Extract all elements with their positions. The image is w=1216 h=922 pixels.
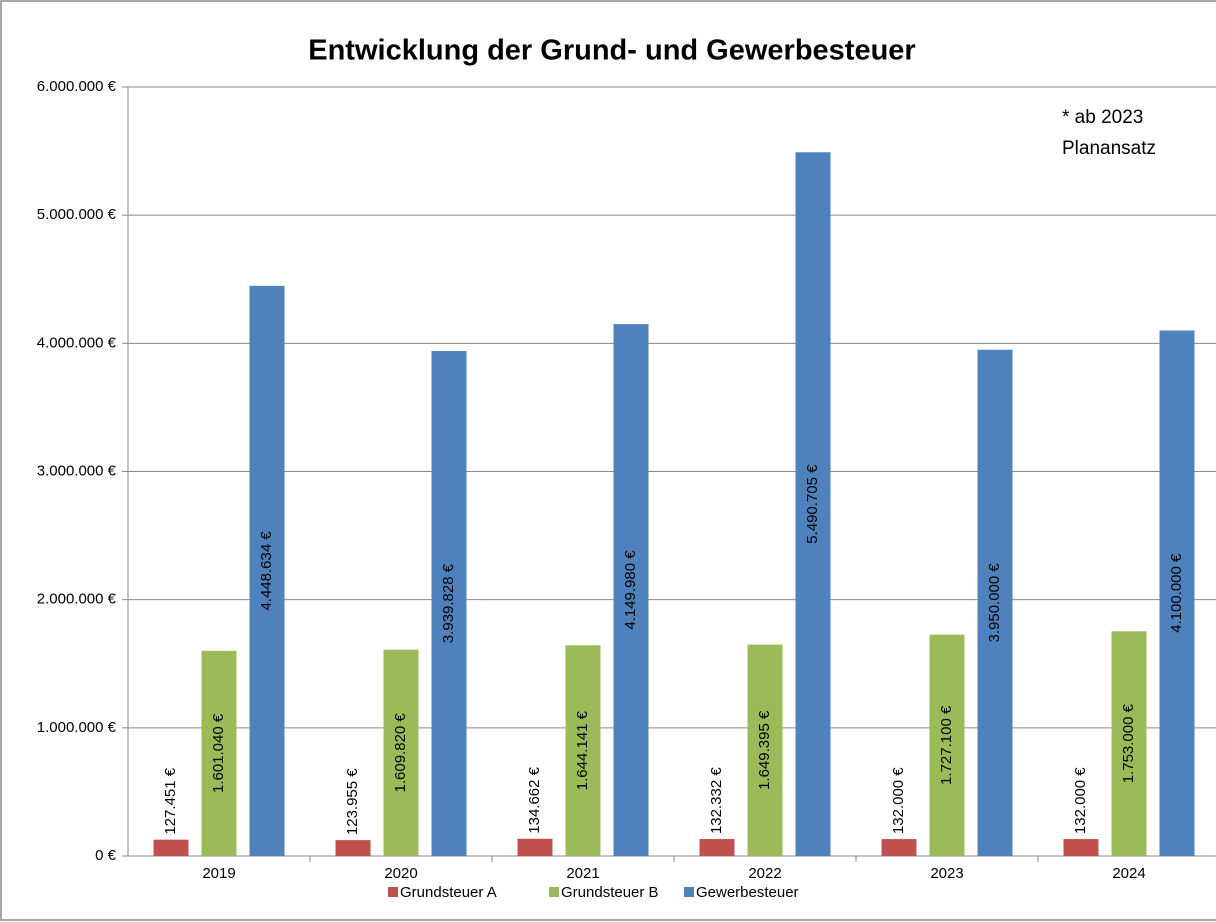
chart-title: Entwicklung der Grund- und Gewerbesteuer (308, 35, 915, 67)
x-tick-label: 2022 (748, 865, 781, 882)
value-label: 1.649.395 € (756, 710, 773, 790)
bar (881, 839, 917, 856)
legend-label: Gewerbesteuer (696, 884, 799, 901)
value-label: 3.950.000 € (986, 563, 1003, 643)
value-label: 1.753.000 € (1120, 703, 1137, 783)
value-label: 132.000 € (1072, 767, 1089, 834)
value-label: 1.601.040 € (210, 713, 227, 793)
value-label: 134.662 € (526, 766, 543, 833)
bar (335, 840, 371, 856)
y-tick-label: 2.000.000 € (37, 591, 117, 608)
bar (613, 324, 649, 856)
annotation: * ab 2023 (1062, 107, 1143, 128)
y-tick-label: 1.000.000 € (37, 719, 117, 736)
x-tick-label: 2020 (384, 865, 417, 882)
y-tick-label: 6.000.000 € (37, 78, 117, 95)
legend-label: Grundsteuer A (400, 884, 497, 901)
annotation: Planansatz (1062, 138, 1156, 159)
value-label: 1.644.141 € (574, 710, 591, 790)
y-tick-label: 5.000.000 € (37, 206, 117, 223)
legend-swatch (684, 887, 694, 897)
value-label: 1.727.100 € (938, 705, 955, 785)
legend-swatch (388, 887, 398, 897)
y-tick-label: 0 € (95, 847, 117, 864)
bar (929, 634, 965, 856)
bar (517, 838, 553, 856)
bar (153, 839, 189, 856)
x-tick-label: 2023 (930, 865, 963, 882)
y-tick-label: 4.000.000 € (37, 334, 117, 351)
bar (699, 839, 735, 856)
bar (565, 645, 601, 856)
bar (383, 649, 419, 856)
bar (1159, 330, 1195, 856)
legend-label: Grundsteuer B (561, 884, 659, 901)
y-tick-label: 3.000.000 € (37, 462, 117, 479)
bar (795, 152, 831, 856)
x-tick-label: 2019 (202, 865, 235, 882)
value-label: 4.448.634 € (258, 531, 275, 611)
bar (431, 351, 467, 856)
bar (1063, 839, 1099, 856)
value-label: 1.609.820 € (392, 713, 409, 793)
value-label: 123.955 € (344, 768, 361, 835)
value-label: 127.451 € (162, 767, 179, 834)
bar (249, 285, 285, 857)
bar (747, 644, 783, 856)
value-label: 132.000 € (890, 767, 907, 834)
legend-swatch (549, 887, 559, 897)
value-label: 4.100.000 € (1168, 553, 1185, 633)
x-tick-label: 2021 (566, 865, 599, 882)
bar (201, 650, 237, 856)
value-label: 132.332 € (708, 767, 725, 834)
x-tick-label: 2024 (1112, 865, 1145, 882)
value-label: 3.939.828 € (440, 563, 457, 643)
value-label: 5.490.705 € (804, 464, 821, 544)
value-label: 4.149.980 € (622, 550, 639, 630)
bar (1111, 631, 1147, 856)
bar (977, 349, 1013, 856)
